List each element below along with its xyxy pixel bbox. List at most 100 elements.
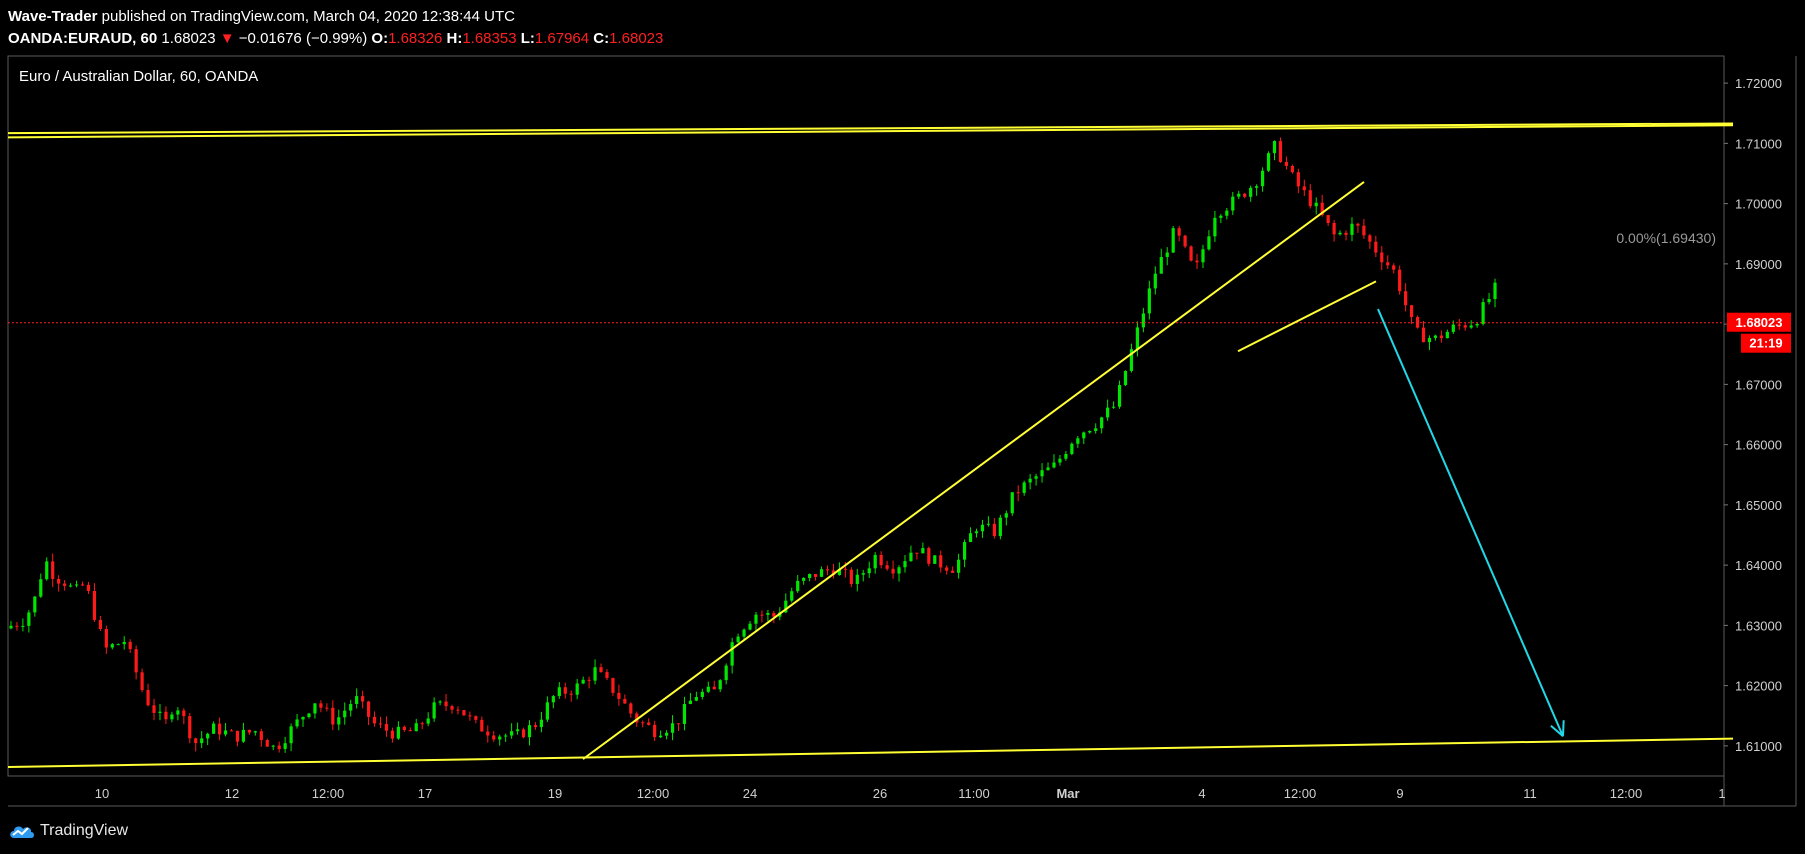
candle-body xyxy=(945,567,949,571)
candle-body xyxy=(63,583,67,586)
candle-body xyxy=(223,730,228,735)
candle-body xyxy=(188,716,192,739)
candle-body xyxy=(790,591,794,601)
open-label: O: xyxy=(371,30,389,47)
candle-body xyxy=(1070,443,1074,454)
candle-body xyxy=(307,713,311,718)
candle-body xyxy=(891,568,895,574)
candle-body xyxy=(1255,186,1259,188)
candle-body xyxy=(1314,202,1318,207)
y-tick-label: 1.71000 xyxy=(1735,136,1782,151)
y-tick-label: 1.61000 xyxy=(1735,739,1782,754)
candle-body xyxy=(808,574,812,578)
candle-body xyxy=(849,569,853,585)
candle-body xyxy=(1207,236,1211,250)
chart-title: Euro / Australian Dollar, 60, OANDA xyxy=(19,68,258,85)
candle-body xyxy=(116,644,120,646)
target-arrow-head xyxy=(1550,725,1564,737)
candle-body xyxy=(1231,196,1235,211)
time-axis[interactable]: 10 12 12:00 17 19 12:00 24 26 11:00 Mar 4 12:00 9 11 1… xyxy=(95,786,1726,801)
candle-body xyxy=(9,625,13,629)
target-arrow-head xyxy=(1562,720,1565,737)
candle-body xyxy=(128,641,132,650)
candle-body xyxy=(355,696,359,704)
candle-body xyxy=(1243,193,1247,197)
candle-body xyxy=(1487,299,1491,303)
candle-body xyxy=(194,738,198,744)
candle-body xyxy=(527,725,532,738)
candle-body xyxy=(1344,232,1348,235)
y-tick-label: 1.72000 xyxy=(1735,76,1782,91)
candle-body xyxy=(515,729,520,732)
candle-body xyxy=(682,704,687,724)
y-tick-label: 1.67000 xyxy=(1735,377,1782,392)
candle-body xyxy=(986,523,991,525)
candle-body xyxy=(325,707,329,709)
candle-body xyxy=(1296,172,1300,187)
symbol-label: OANDA:EURAUD, 60 xyxy=(8,30,158,47)
candle-body xyxy=(545,702,549,720)
candle-body xyxy=(611,678,615,693)
candle-body xyxy=(968,533,973,543)
candle-body xyxy=(86,584,91,591)
candle-body xyxy=(831,570,836,576)
candle-body xyxy=(521,729,526,738)
x-tick-label: 4 xyxy=(1198,786,1205,801)
candle-body xyxy=(74,584,79,586)
candle-body xyxy=(510,731,514,736)
candle-body xyxy=(271,745,275,747)
candle-body xyxy=(140,672,144,690)
price-axis[interactable]: 1.720001.710001.700001.690001.680001.670… xyxy=(1724,76,1782,754)
candle-body xyxy=(1284,161,1289,166)
candle-body xyxy=(1022,482,1026,493)
candle-body xyxy=(301,717,305,720)
candle-body xyxy=(402,726,406,731)
x-tick-label: 17 xyxy=(418,786,432,801)
candle-body xyxy=(635,713,639,723)
candle-body xyxy=(1111,406,1116,408)
bar-countdown-label: 21:19 xyxy=(1749,336,1782,351)
upper-resistance-line-2 xyxy=(7,122,1734,135)
candle-body xyxy=(158,711,162,713)
x-tick-label: 12:00 xyxy=(1610,786,1643,801)
candle-body xyxy=(736,636,740,643)
candle-body xyxy=(217,723,222,735)
candle-body xyxy=(1368,235,1372,242)
candle-body xyxy=(1052,462,1056,468)
candle-body xyxy=(1249,187,1253,197)
candle-body xyxy=(1213,217,1217,237)
candle-body xyxy=(1010,492,1014,514)
ohlc-legend: OANDA:EURAUD, 60 1.68023 ▼ −0.01676 (−0.… xyxy=(8,28,663,50)
candle-body xyxy=(45,561,49,580)
x-tick-label: 10 xyxy=(95,786,109,801)
candle-body xyxy=(909,552,913,562)
candle-body xyxy=(313,703,317,714)
x-tick-label: 12:00 xyxy=(637,786,670,801)
candle-body xyxy=(396,726,400,739)
publisher-name[interactable]: Wave-Trader xyxy=(8,8,98,25)
candle-body xyxy=(659,735,663,738)
candle-body xyxy=(1117,385,1122,407)
candle-body xyxy=(1082,432,1086,439)
x-tick-label: 9 xyxy=(1396,786,1403,801)
candle-body xyxy=(1106,407,1110,418)
candle-body xyxy=(1278,141,1283,162)
low-label: L: xyxy=(520,30,535,47)
candle-body xyxy=(1260,170,1265,187)
candle-body xyxy=(235,730,240,742)
tradingview-cloud-icon xyxy=(10,826,34,838)
candle-body xyxy=(468,715,472,717)
candle-body xyxy=(1451,324,1455,332)
candle-body xyxy=(390,730,395,739)
candle-body xyxy=(1445,331,1449,339)
y-tick-label: 1.62000 xyxy=(1735,679,1782,694)
candle-body xyxy=(39,579,43,597)
bar-countdown-badge xyxy=(1741,333,1791,353)
candle-body xyxy=(200,738,204,744)
drawing-annotations xyxy=(7,122,1734,768)
candle-body xyxy=(1386,262,1390,266)
tradingview-footer[interactable]: TradingView xyxy=(8,820,128,842)
candle-body xyxy=(837,568,842,576)
candle-body xyxy=(1159,257,1163,274)
